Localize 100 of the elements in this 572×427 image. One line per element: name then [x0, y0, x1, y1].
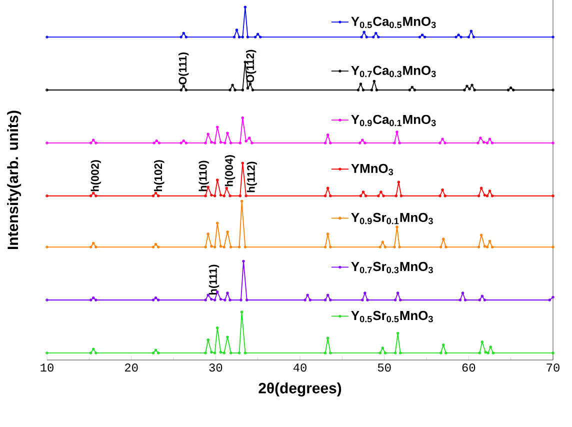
point: [206, 232, 210, 236]
point: [256, 32, 260, 36]
point: [442, 343, 445, 346]
point: [468, 88, 471, 90]
point: [240, 310, 244, 314]
point: [204, 246, 207, 248]
point: [439, 246, 442, 248]
point: [444, 142, 446, 144]
point: [224, 298, 226, 302]
point: [477, 194, 480, 198]
point: [444, 246, 448, 248]
point: [394, 194, 398, 198]
point: [204, 352, 207, 354]
point: [461, 292, 464, 294]
point: [326, 336, 330, 340]
point: [228, 194, 232, 198]
point: [222, 246, 226, 248]
point: [365, 36, 368, 38]
point: [152, 298, 155, 302]
point: [182, 84, 185, 88]
point: [231, 84, 234, 86]
point: [94, 142, 98, 144]
point: [219, 194, 222, 197]
point: [216, 126, 219, 128]
point: [492, 352, 494, 354]
point: [381, 346, 384, 350]
point: [251, 88, 254, 92]
point: [232, 36, 236, 38]
x-tick-label: 40: [293, 364, 306, 372]
point: [246, 36, 250, 38]
point: [467, 36, 470, 38]
legend-label: Y$_{0.9}$Ca$_{0.1}$MnO$_{3}$: [351, 114, 436, 126]
x-tick-label: 70: [546, 364, 560, 372]
x-axis-title: 2θ(degrees): [258, 382, 342, 396]
point: [92, 192, 95, 194]
point: [466, 84, 468, 88]
point: [393, 246, 396, 248]
point: [488, 240, 492, 242]
point: [480, 294, 484, 298]
annotation: h(111): [208, 264, 220, 295]
point: [490, 142, 494, 144]
point: [381, 240, 384, 244]
y-axis-title: Intensity(arb. units): [7, 110, 22, 250]
point: [324, 246, 327, 248]
point: [219, 298, 222, 301]
legend-label: Y$_{0.7}$Sr$_{0.3}$MnO$_{3}$: [351, 262, 433, 274]
point: [454, 36, 458, 38]
point: [184, 36, 188, 38]
point: [306, 294, 309, 296]
annotation: h(102): [154, 160, 164, 192]
point: [384, 352, 387, 354]
point: [413, 88, 416, 92]
point: [489, 346, 492, 348]
point: [441, 138, 444, 140]
legend-label: Y$_{0.9}$Sr$_{0.1}$MnO$_{3}$: [351, 212, 433, 224]
point: [400, 194, 403, 198]
point: [441, 188, 444, 192]
point: [486, 352, 490, 354]
point: [488, 190, 492, 192]
point: [226, 292, 229, 294]
point: [219, 245, 222, 248]
point: [366, 298, 369, 302]
point: [362, 88, 365, 92]
point: [240, 298, 242, 302]
point: [248, 82, 252, 86]
point: [219, 350, 222, 354]
point: [244, 352, 247, 354]
point: [396, 292, 400, 294]
point: [156, 246, 160, 248]
point: [152, 246, 155, 248]
legend-label: Y$_{0.7}$Ca$_{0.3}$MnO$_{3}$: [351, 66, 436, 78]
point: [244, 194, 248, 198]
point: [476, 142, 480, 144]
point: [472, 36, 476, 38]
point: [326, 232, 330, 236]
point: [463, 88, 466, 92]
point: [90, 246, 92, 248]
point: [438, 142, 442, 144]
point: [418, 36, 422, 38]
point: [230, 352, 232, 354]
point: [90, 142, 92, 144]
point: [438, 194, 442, 198]
x-tick-label: 10: [40, 364, 54, 372]
point: [92, 138, 95, 142]
point: [478, 352, 481, 354]
point: [370, 88, 374, 92]
point: [394, 352, 397, 354]
point: [94, 298, 98, 302]
point: [210, 298, 213, 301]
point: [210, 245, 213, 248]
point: [226, 336, 229, 338]
point: [359, 194, 362, 198]
point: [480, 234, 483, 236]
point: [225, 186, 228, 190]
point: [480, 186, 483, 190]
point: [184, 142, 188, 144]
point: [238, 142, 242, 144]
point: [399, 298, 402, 302]
point: [483, 298, 486, 302]
point: [482, 140, 486, 144]
